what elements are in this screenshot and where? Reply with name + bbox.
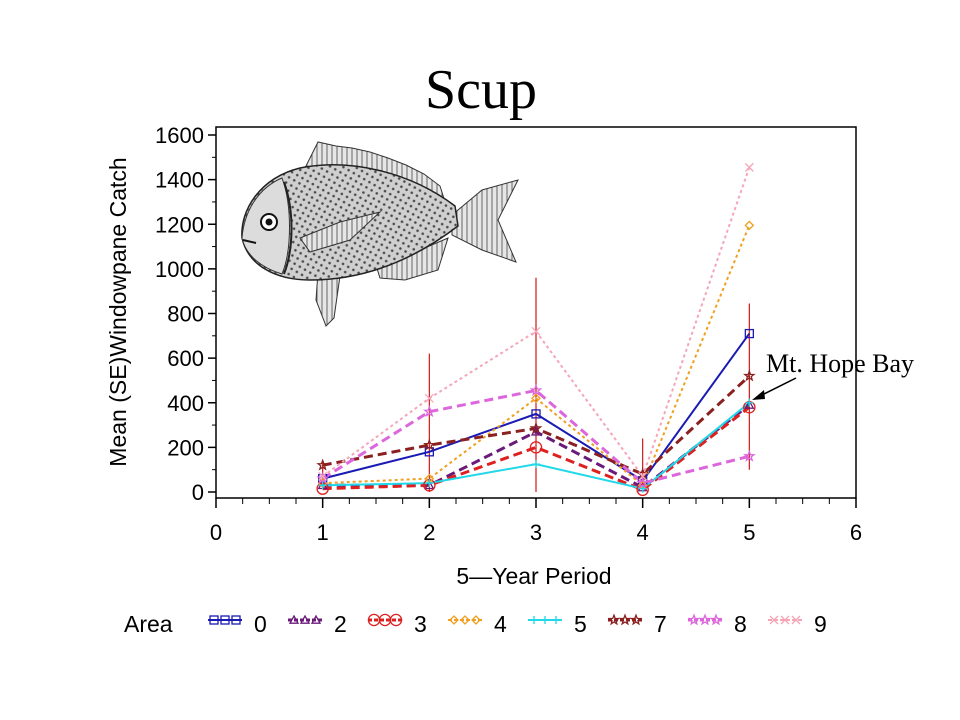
legend-marker-area-4 [449,615,459,625]
data-point-area-8 [423,404,436,418]
data-point-area-4 [744,220,755,231]
data-point-area-9 [744,162,754,172]
legend-marker-area-2 [310,614,322,624]
mt-hope-bay-annotation: Mt. Hope Bay [766,349,914,378]
data-point-area-5 [425,479,434,488]
legend-marker-area-5 [530,616,538,624]
legend-title: Area [124,611,173,637]
y-tick-label: 800 [167,302,204,327]
legend-marker-area-7 [629,613,643,626]
x-axis: 0 1 2 3 4 5 6 [210,498,862,545]
data-point-area-8 [529,383,543,396]
data-point-area-0 [744,328,754,339]
data-point-area-8 [316,471,329,485]
legend: 0 2 3 4 5 7 8 9 [208,611,827,637]
legend-marker-area-5 [552,616,560,624]
data-point-area-3 [636,483,649,497]
legend-label-area-3: 3 [414,611,427,637]
y-tick-label: 200 [167,435,204,460]
x-tick-label: 1 [317,520,329,545]
legend-label-area-2: 2 [334,611,347,637]
chart-title: Scup [425,59,537,121]
legend-label-area-4: 4 [494,611,507,637]
legend-marker-area-2 [288,614,300,624]
y-tick-label: 1000 [155,257,204,282]
x-tick-label: 5 [743,520,755,545]
data-point-area-7 [316,458,329,471]
series-line-area-4 [322,225,751,487]
data-point-area-8 [743,449,756,462]
series-markers [316,162,756,497]
data-point-area-2 [744,399,755,409]
data-point-area-5 [638,484,647,493]
legend-marker-area-9 [780,615,790,625]
legend-marker-area-8 [698,613,712,626]
data-point-area-4 [531,393,541,404]
x-axis-label: 5—Year Period [456,563,611,589]
x-tick-label: 3 [530,520,542,545]
legend-marker-area-4 [460,615,470,625]
data-point-area-9 [318,471,328,481]
series-line-area-8 [321,388,750,485]
y-tick-label: 1200 [155,212,204,237]
legend-marker-area-0 [220,615,230,625]
data-point-area-9 [638,471,648,481]
y-tick-label: 400 [167,391,204,416]
legend-marker-area-8 [687,613,701,626]
data-point-area-9 [424,393,434,403]
x-tick-label: 0 [210,520,222,545]
legend-label-area-7: 7 [654,611,667,637]
legend-marker-area-3 [389,613,403,627]
data-point-area-2 [424,479,435,490]
data-point-area-5 [318,481,327,490]
annotation-arrowhead [752,390,765,400]
y-tick-label: 600 [167,346,204,371]
legend-label-area-8: 8 [734,611,747,637]
series-line-area-0 [322,333,751,483]
data-point-area-7 [529,421,543,434]
legend-label-area-9: 9 [814,611,827,637]
data-point-area-7 [423,438,436,451]
data-point-area-5 [532,460,540,469]
legend-marker-area-2 [299,614,311,624]
legend-marker-area-0 [209,615,219,625]
legend-label-area-0: 0 [254,611,267,637]
y-tick-label: 1600 [155,123,204,148]
x-tick-label: 6 [850,520,862,545]
data-point-area-9 [531,326,541,336]
data-point-area-7 [743,369,756,382]
data-point-area-0 [531,409,541,419]
data-point-area-8 [636,476,649,489]
legend-marker-area-4 [471,615,481,625]
legend-marker-area-8 [709,613,723,626]
data-point-area-5 [745,398,754,407]
legend-marker-area-9 [769,615,779,625]
legend-marker-area-0 [231,615,241,625]
y-tick-label: 1400 [155,168,204,193]
legend-marker-area-7 [607,613,621,626]
legend-label-area-5: 5 [574,611,587,637]
legend-marker-area-5 [541,616,549,624]
legend-marker-area-9 [791,615,801,625]
series-line-area-3 [322,406,751,492]
y-axis-label: Mean (SE)Windowpane Catch [105,157,131,466]
data-point-area-3 [529,441,543,454]
scup-fish-illustration [241,141,519,327]
x-tick-label: 2 [423,520,435,545]
y-axis: 0 200 400 600 800 1000 1200 1400 1600 [155,123,216,505]
y-tick-label: 0 [192,480,204,505]
legend-marker-area-7 [618,613,632,626]
x-tick-label: 4 [637,520,649,545]
